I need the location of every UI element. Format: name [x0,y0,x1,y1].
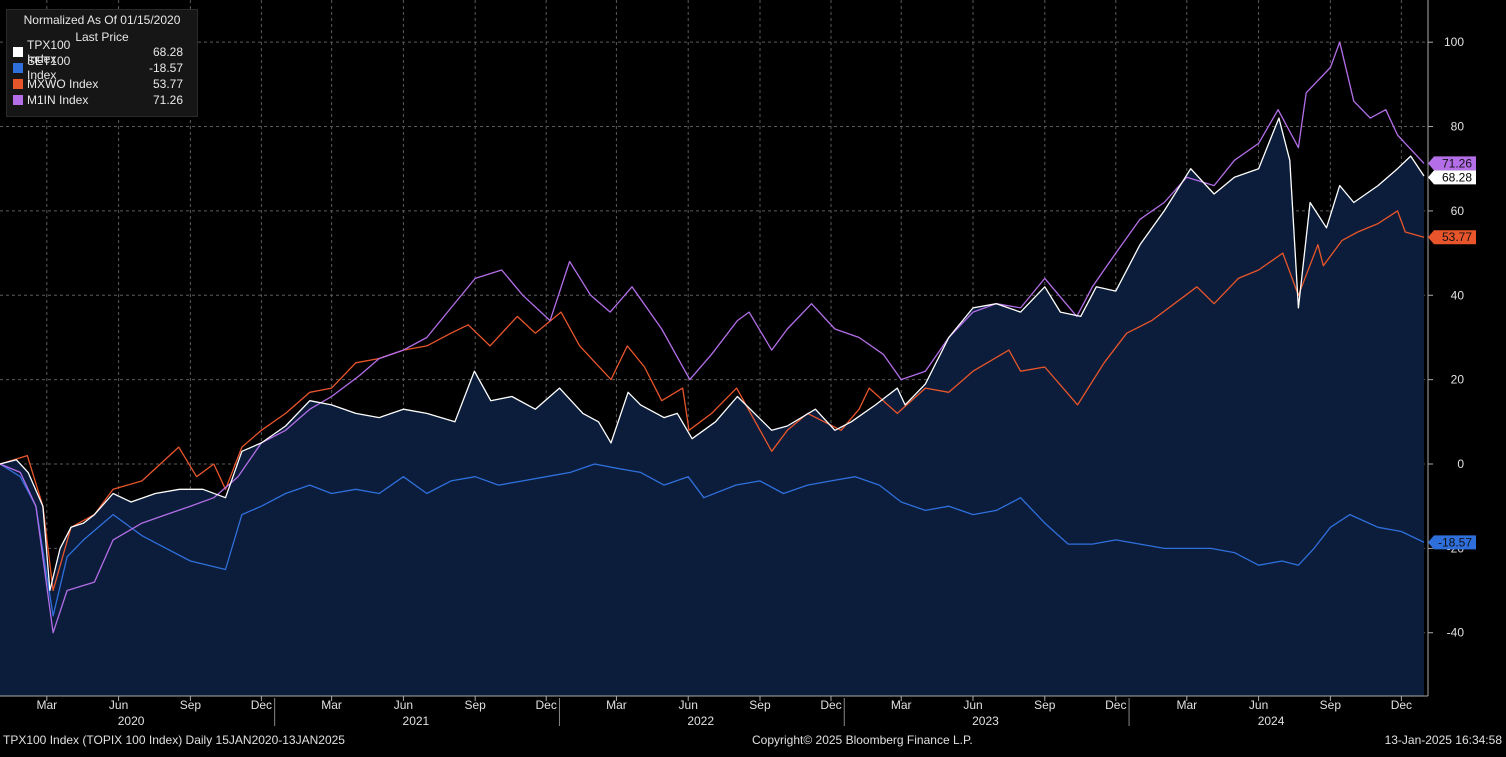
x-month-label: Mar [891,698,912,712]
x-month-label: Dec [536,698,557,712]
x-month-label: Jun [679,698,698,712]
legend-swatch-tpx100 [13,47,23,57]
legend-value: 53.77 [152,77,183,91]
legend-subtitle: Last Price [75,30,129,44]
legend-swatch-set100 [13,63,23,73]
last-value-badge-m1in [1428,156,1476,171]
legend-name: SET100 Index [27,54,71,82]
x-year-label: 2023 [972,714,999,728]
legend-name: M1IN Index [27,93,89,107]
legend-title: Normalized As Of 01/15/2020 [23,13,181,27]
series-lines [0,41,1425,634]
x-month-label: Sep [749,698,771,712]
legend: Normalized As Of 01/15/2020 Last Price T… [6,9,198,117]
footer-bar: TPX100 Index (TOPIX 100 Index) Daily 15J… [0,728,1506,752]
x-year-label: 2024 [1258,714,1285,728]
legend-swatch-m1in [13,95,23,105]
legend-value: -18.57 [148,61,183,75]
x-year-label: 2020 [118,714,145,728]
x-month-label: Sep [180,698,202,712]
area-layer [0,118,1424,697]
footer-timestamp: 13-Jan-2025 16:34:58 [1384,733,1502,747]
last-value-label-m1in: 71.26 [1442,156,1472,170]
x-month-label: Sep [1034,698,1056,712]
x-month-label: Dec [1105,698,1126,712]
x-month-label: Dec [251,698,272,712]
legend-item-m1in: M1IN Index 71.26 [7,92,197,108]
x-tick-labels: Mar Jun Sep Dec Mar Jun Sep Dec Mar Jun Sep Dec Mar J… [36,698,1412,728]
footer-security-info: TPX100 Index (TOPIX 100 Index) Daily 15J… [3,733,345,747]
legend-item-mxwo: MXWO Index 53.77 [7,76,197,92]
last-value-badge-set100 [1428,535,1476,550]
x-month-label: Jun [963,698,982,712]
x-month-label: Sep [465,698,487,712]
x-month-label: Mar [36,698,57,712]
legend-value: 71.26 [152,93,183,107]
legend-name: TPX100 Index [27,38,71,66]
last-value-label-tpx100: 68.28 [1442,170,1472,184]
legend-item-tpx100: TPX100 Index 68.28 [7,38,197,66]
y-tick-label: 0 [1457,457,1464,471]
series-line-tpx100 [0,117,1425,592]
legend-item-set100: SET100 Index -18.57 [7,54,197,82]
legend-value: 68.28 [152,45,183,59]
x-month-label: Dec [820,698,841,712]
y-tick-label: 60 [1451,204,1465,218]
x-month-label: Dec [1391,698,1412,712]
last-value-badge-tpx100 [1428,170,1476,185]
series-line-set100 [0,463,1425,617]
footer-copyright: Copyright© 2025 Bloomberg Finance L.P. [752,733,973,747]
x-month-label: Jun [1249,698,1268,712]
last-value-badge-mxwo [1428,230,1476,245]
y-tick-label: 40 [1451,288,1465,302]
series-line-mxwo [0,210,1425,592]
x-month-label: Mar [321,698,342,712]
x-month-label: Mar [606,698,627,712]
last-value-label-mxwo: 53.77 [1442,230,1472,244]
x-year-label: 2022 [687,714,714,728]
last-value-label-set100: -18.57 [1438,535,1472,549]
x-year-label: 2021 [403,714,430,728]
series-line-m1in [0,41,1425,634]
legend-name: MXWO Index [27,77,99,91]
y-tick-label: -40 [1447,626,1465,640]
tpx100-area [0,118,1424,697]
x-month-label: Sep [1320,698,1342,712]
axes [0,0,1433,726]
y-tick-label: 80 [1451,120,1465,134]
x-month-label: Jun [109,698,128,712]
x-month-label: Mar [1176,698,1197,712]
y-tick-label: 20 [1451,373,1465,387]
y-tick-label: 100 [1444,35,1464,49]
legend-swatch-mxwo [13,79,23,89]
x-month-label: Jun [394,698,413,712]
